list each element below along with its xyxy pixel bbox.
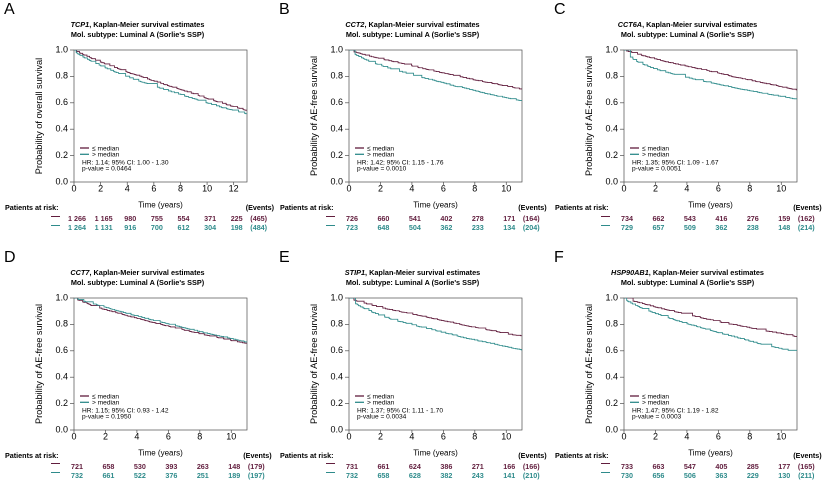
svg-text:6: 6 bbox=[716, 431, 721, 441]
svg-text:12: 12 bbox=[229, 184, 239, 194]
svg-text:0: 0 bbox=[621, 431, 626, 441]
svg-text:0.2: 0.2 bbox=[330, 397, 343, 407]
svg-text:0.0: 0.0 bbox=[330, 424, 343, 434]
svg-text:0.8: 0.8 bbox=[55, 71, 68, 81]
svg-text:> median: > median bbox=[642, 399, 670, 406]
svg-text:2: 2 bbox=[103, 431, 108, 441]
svg-text:4: 4 bbox=[134, 431, 139, 441]
svg-text:10: 10 bbox=[776, 184, 786, 194]
svg-text:0.6: 0.6 bbox=[55, 97, 68, 107]
svg-text:0.8: 0.8 bbox=[330, 318, 343, 328]
svg-text:8: 8 bbox=[472, 431, 477, 441]
svg-text:1.0: 1.0 bbox=[55, 44, 68, 54]
svg-text:> median: > median bbox=[92, 152, 120, 159]
svg-text:0: 0 bbox=[346, 431, 351, 441]
svg-text:p-value = 0.0034: p-value = 0.0034 bbox=[357, 413, 407, 420]
svg-text:0.4: 0.4 bbox=[330, 371, 343, 381]
svg-text:10: 10 bbox=[501, 431, 511, 441]
svg-text:0.0: 0.0 bbox=[605, 176, 618, 186]
svg-text:6: 6 bbox=[441, 184, 446, 194]
svg-text:0.2: 0.2 bbox=[605, 150, 618, 160]
svg-text:0.4: 0.4 bbox=[55, 124, 68, 134]
svg-text:10: 10 bbox=[202, 184, 212, 194]
svg-text:2: 2 bbox=[653, 431, 658, 441]
svg-text:10: 10 bbox=[776, 431, 786, 441]
svg-text:0.6: 0.6 bbox=[55, 345, 68, 355]
svg-text:1.0: 1.0 bbox=[605, 44, 618, 54]
svg-text:0.0: 0.0 bbox=[55, 424, 68, 434]
svg-text:0.4: 0.4 bbox=[55, 371, 68, 381]
svg-text:0.2: 0.2 bbox=[330, 150, 343, 160]
svg-text:1.0: 1.0 bbox=[605, 292, 618, 302]
svg-text:0.6: 0.6 bbox=[605, 345, 618, 355]
svg-text:0: 0 bbox=[71, 431, 76, 441]
svg-text:0.8: 0.8 bbox=[605, 71, 618, 81]
svg-text:10: 10 bbox=[226, 431, 236, 441]
svg-text:2: 2 bbox=[98, 184, 103, 194]
svg-text:0.6: 0.6 bbox=[330, 97, 343, 107]
svg-text:> median: > median bbox=[642, 152, 670, 159]
svg-text:> median: > median bbox=[367, 399, 395, 406]
svg-text:1.0: 1.0 bbox=[330, 44, 343, 54]
svg-text:6: 6 bbox=[441, 431, 446, 441]
svg-text:8: 8 bbox=[178, 184, 183, 194]
svg-text:0.0: 0.0 bbox=[330, 176, 343, 186]
svg-text:0.8: 0.8 bbox=[605, 318, 618, 328]
svg-text:0.4: 0.4 bbox=[605, 124, 618, 134]
svg-text:0.2: 0.2 bbox=[605, 397, 618, 407]
svg-text:4: 4 bbox=[409, 184, 414, 194]
svg-text:2: 2 bbox=[653, 184, 658, 194]
svg-text:p-value = 0.0010: p-value = 0.0010 bbox=[357, 166, 407, 173]
svg-text:10: 10 bbox=[501, 184, 511, 194]
svg-text:8: 8 bbox=[747, 184, 752, 194]
svg-text:0: 0 bbox=[621, 184, 626, 194]
svg-text:> median: > median bbox=[367, 152, 395, 159]
svg-text:8: 8 bbox=[747, 431, 752, 441]
svg-text:0.8: 0.8 bbox=[55, 318, 68, 328]
svg-text:0.0: 0.0 bbox=[55, 176, 68, 186]
svg-text:0.0: 0.0 bbox=[605, 424, 618, 434]
svg-text:4: 4 bbox=[409, 431, 414, 441]
svg-text:0: 0 bbox=[71, 184, 76, 194]
svg-text:0.2: 0.2 bbox=[55, 150, 68, 160]
svg-text:2: 2 bbox=[378, 431, 383, 441]
svg-text:0.4: 0.4 bbox=[605, 371, 618, 381]
svg-text:2: 2 bbox=[378, 184, 383, 194]
svg-text:p-value = 0.1950: p-value = 0.1950 bbox=[82, 413, 132, 420]
svg-text:0: 0 bbox=[346, 184, 351, 194]
svg-text:6: 6 bbox=[151, 184, 156, 194]
svg-text:0.2: 0.2 bbox=[55, 397, 68, 407]
svg-text:> median: > median bbox=[92, 399, 120, 406]
svg-text:0.6: 0.6 bbox=[605, 97, 618, 107]
svg-text:4: 4 bbox=[684, 431, 689, 441]
svg-text:0.6: 0.6 bbox=[330, 345, 343, 355]
svg-text:6: 6 bbox=[166, 431, 171, 441]
svg-text:1.0: 1.0 bbox=[330, 292, 343, 302]
svg-text:4: 4 bbox=[125, 184, 130, 194]
svg-text:6: 6 bbox=[716, 184, 721, 194]
svg-text:p-value = 0.0051: p-value = 0.0051 bbox=[632, 166, 682, 173]
svg-text:4: 4 bbox=[684, 184, 689, 194]
svg-text:8: 8 bbox=[472, 184, 477, 194]
svg-text:0.8: 0.8 bbox=[330, 71, 343, 81]
svg-text:1.0: 1.0 bbox=[55, 292, 68, 302]
svg-text:8: 8 bbox=[197, 431, 202, 441]
svg-text:0.4: 0.4 bbox=[330, 124, 343, 134]
svg-text:p-value = 0.0003: p-value = 0.0003 bbox=[632, 413, 682, 420]
svg-text:p-value = 0.0464: p-value = 0.0464 bbox=[82, 166, 132, 173]
